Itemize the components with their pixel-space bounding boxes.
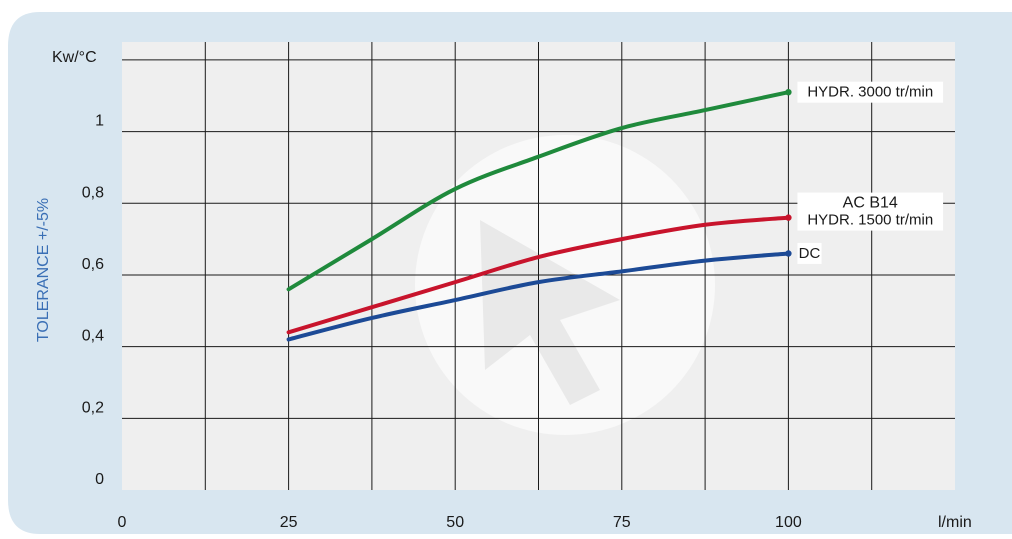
y-tick-label: 0,8 (82, 184, 104, 201)
series-endpoint-1 (785, 214, 791, 220)
y-tick-label: 0,2 (82, 399, 104, 416)
series-label-1: HYDR. 1500 tr/min (807, 212, 933, 229)
series-endpoint-0 (785, 89, 791, 95)
y-unit-label: Kw/°C (52, 49, 97, 66)
y-tick-label: 1 (95, 113, 104, 130)
x-tick-label: 75 (613, 514, 631, 531)
x-tick-label: 25 (280, 514, 298, 531)
x-tick-label: 0 (118, 514, 127, 531)
x-tick-label: 100 (775, 514, 802, 531)
y-axis-label: TOLERANCE +/-5% (35, 198, 52, 342)
y-tick-label: 0,6 (82, 256, 104, 273)
y-tick-label: 0,4 (82, 328, 104, 345)
watermark-logo (415, 135, 715, 435)
x-unit-label: l/min (938, 514, 972, 531)
x-tick-label: 50 (446, 514, 464, 531)
series-label-1: AC B14 (843, 195, 898, 212)
series-label-2: DC (799, 245, 821, 262)
y-tick-label: 0 (95, 471, 104, 488)
series-endpoint-2 (785, 250, 791, 256)
series-label-0: HYDR. 3000 tr/min (807, 84, 933, 101)
